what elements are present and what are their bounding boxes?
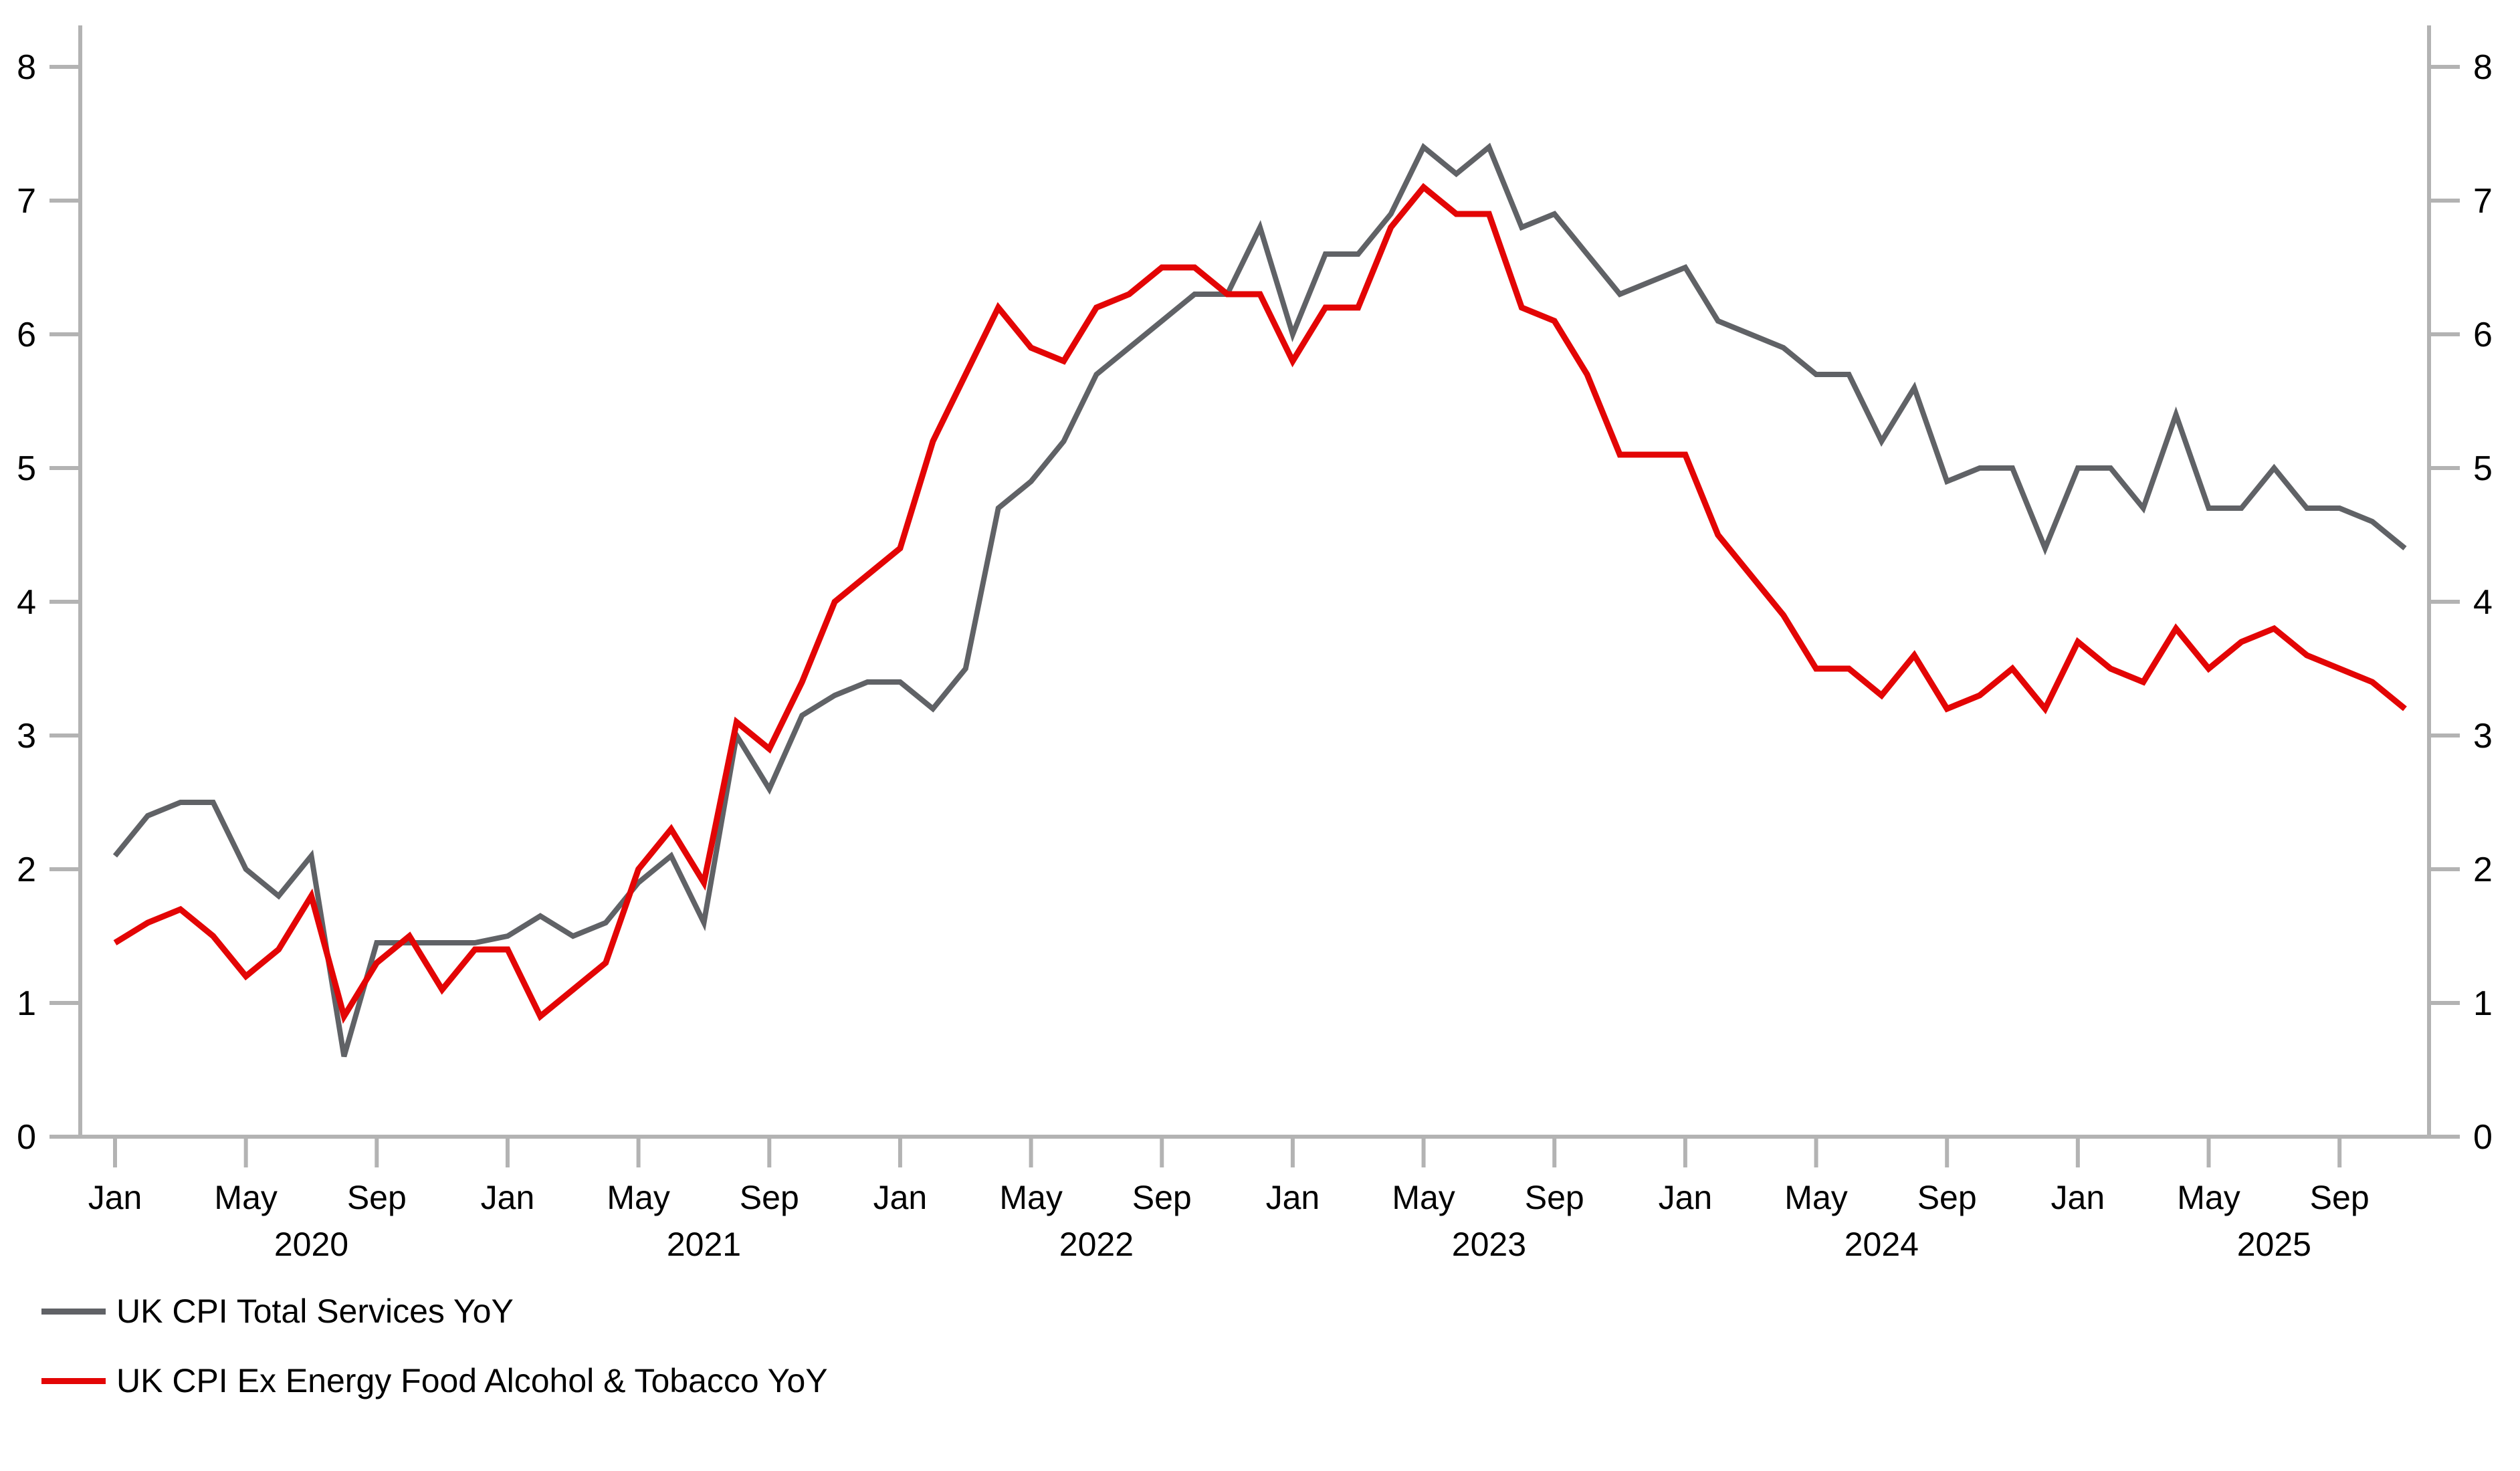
x-axis-month-label: Sep — [1525, 1179, 1584, 1216]
y-axis-tick-label-left: 1 — [17, 984, 36, 1023]
legend-line-swatch-services-icon — [41, 1308, 106, 1315]
x-axis-year-label: 2024 — [1845, 1226, 1919, 1263]
x-axis-month-label: May — [1784, 1179, 1847, 1216]
y-axis-tick-label-right: 6 — [2473, 316, 2493, 354]
y-axis-tick-label-right: 1 — [2473, 984, 2493, 1023]
y-axis-tick-label-right: 2 — [2473, 851, 2493, 889]
y-axis-tick-label-right: 3 — [2473, 717, 2493, 756]
x-axis-month-label: Jan — [2051, 1179, 2105, 1216]
x-axis-month-label: Jan — [1659, 1179, 1713, 1216]
series-line-total-services — [112, 142, 2407, 1058]
y-axis-tick-label-left: 4 — [17, 583, 36, 622]
y-axis-tick-label-left: 0 — [17, 1118, 36, 1157]
x-axis-year-label: 2020 — [274, 1226, 348, 1263]
x-axis-month-label: Jan — [1266, 1179, 1320, 1216]
axes-layer — [49, 25, 2460, 1167]
x-axis-month-label: May — [1392, 1179, 1455, 1216]
series-layer — [112, 142, 2407, 1058]
x-axis-month-label: Jan — [481, 1179, 535, 1216]
x-axis-month-label: May — [999, 1179, 1062, 1216]
y-axis-tick-label-right: 5 — [2473, 449, 2493, 488]
x-axis-month-label: Sep — [740, 1179, 799, 1216]
x-axis-month-label: May — [2177, 1179, 2240, 1216]
x-axis-month-label: Sep — [1917, 1179, 1977, 1216]
y-axis-tick-label-left: 6 — [17, 316, 36, 354]
x-axis-month-label: May — [214, 1179, 277, 1216]
labels-layer: 0 0 1 1 2 2 3 3 4 4 5 5 6 6 7 7 8 8 Jan May Sep 2020 Jan May Sep… — [17, 48, 2493, 1263]
legend-line-swatch-core-cpi-icon — [41, 1377, 106, 1384]
x-axis-month-label: May — [607, 1179, 669, 1216]
legend-item: UK CPI Total Services YoY — [41, 1290, 828, 1332]
legend-item: UK CPI Ex Energy Food Alcohol & Tobacco … — [41, 1360, 828, 1401]
x-axis-month-label: Jan — [873, 1179, 928, 1216]
y-axis-tick-label-right: 7 — [2473, 182, 2493, 221]
y-axis-tick-label-left: 5 — [17, 449, 36, 488]
series-line-core-cpi — [113, 183, 2407, 1024]
y-axis-tick-label-left: 2 — [17, 851, 36, 889]
x-axis-year-label: 2023 — [1452, 1226, 1526, 1263]
x-axis-year-label: 2021 — [667, 1226, 741, 1263]
x-axis-month-label: Sep — [347, 1179, 407, 1216]
y-axis-tick-label-right: 8 — [2473, 48, 2493, 87]
y-axis-tick-label-left: 7 — [17, 182, 36, 221]
y-axis-tick-label-right: 0 — [2473, 1118, 2493, 1157]
x-axis-month-label: Jan — [88, 1179, 142, 1216]
legend-label-services: UK CPI Total Services YoY — [116, 1292, 514, 1330]
chart-legend: UK CPI Total Services YoY UK CPI Ex Ener… — [41, 1290, 828, 1401]
x-axis-year-label: 2025 — [2237, 1226, 2311, 1263]
y-axis-tick-label-left: 3 — [17, 717, 36, 756]
x-axis-month-label: Sep — [1132, 1179, 1192, 1216]
y-axis-tick-label-left: 8 — [17, 48, 36, 87]
x-axis-year-label: 2022 — [1059, 1226, 1134, 1263]
x-axis-month-label: Sep — [2310, 1179, 2370, 1216]
legend-label-core-cpi: UK CPI Ex Energy Food Alcohol & Tobacco … — [116, 1362, 828, 1399]
y-axis-tick-label-right: 4 — [2473, 583, 2493, 622]
